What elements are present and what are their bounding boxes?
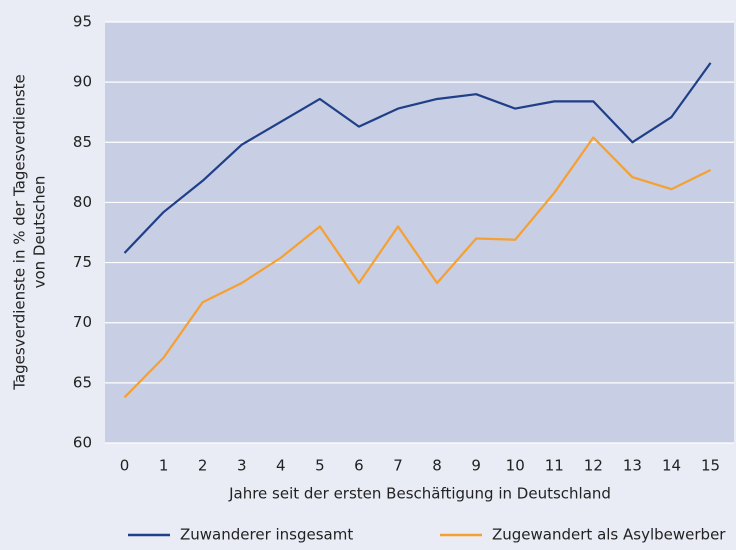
data-line xyxy=(123,136,712,399)
x-tick-label: 12 xyxy=(584,457,603,475)
x-tick-label: 6 xyxy=(354,457,364,475)
data-line xyxy=(123,62,712,254)
x-tick-label: 1 xyxy=(159,457,169,475)
y-tick-label: 70 xyxy=(73,313,92,331)
x-tick-label: 15 xyxy=(701,457,720,475)
y-tick-label: 65 xyxy=(73,373,92,391)
x-tick-label: 11 xyxy=(545,457,564,475)
x-tick-label: 13 xyxy=(623,457,642,475)
x-tick-label: 3 xyxy=(237,457,247,475)
legend-label: Zugewandert als Asylbewerber xyxy=(492,526,726,544)
x-tick-label: 4 xyxy=(276,457,286,475)
y-axis-title: Tagesverdienste in % der Tagesverdienste xyxy=(11,74,29,391)
x-tick-label: 7 xyxy=(393,457,403,475)
legend-label: Zuwanderer insgesamt xyxy=(180,526,353,544)
x-tick-label: 10 xyxy=(506,457,525,475)
x-tick-label: 8 xyxy=(432,457,442,475)
y-tick-label: 80 xyxy=(73,193,92,211)
y-tick-label: 90 xyxy=(73,73,92,91)
x-tick-label: 0 xyxy=(120,457,130,475)
x-tick-label: 9 xyxy=(471,457,481,475)
plot-area xyxy=(105,22,734,443)
x-tick-label: 2 xyxy=(198,457,208,475)
y-axis-title: von Deutschen xyxy=(31,176,49,289)
y-tick-label: 75 xyxy=(73,253,92,271)
x-tick-label: 5 xyxy=(315,457,325,475)
y-tick-label: 95 xyxy=(73,13,92,31)
y-tick-label: 85 xyxy=(73,133,92,151)
y-tick-label: 60 xyxy=(73,434,92,452)
x-axis-title: Jahre seit der ersten Beschäftigung in D… xyxy=(228,485,611,503)
x-tick-label: 14 xyxy=(662,457,681,475)
